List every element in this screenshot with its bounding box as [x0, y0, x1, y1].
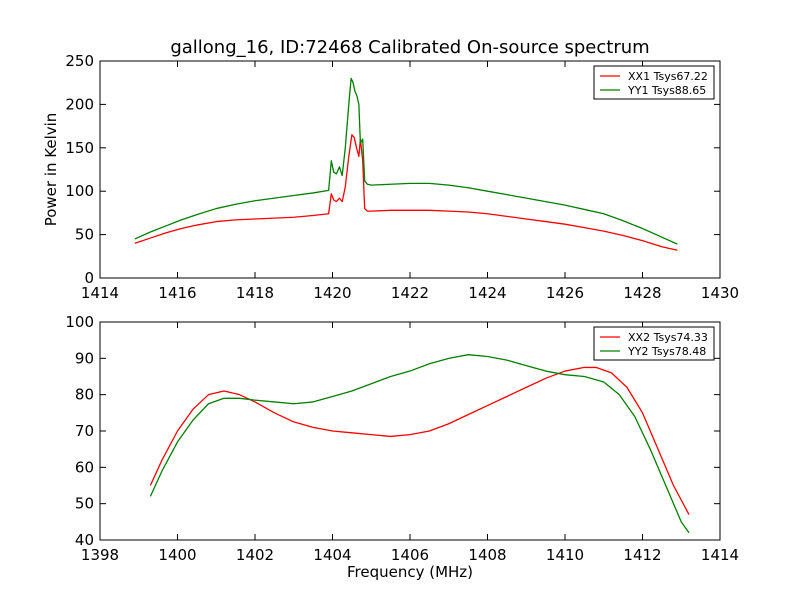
top-xtick-label: 1418: [236, 284, 274, 302]
bottom-xtick-label: 1414: [701, 546, 739, 564]
top-chart: 1414 1416 1418 1420 1422 1424 1426 1428 1430 0 50 1…: [42, 37, 739, 302]
bottom-ytick-label: 100: [65, 313, 94, 331]
bottom-xtick-label: 1400: [158, 546, 196, 564]
top-ytick-label: 150: [65, 139, 94, 157]
bottom-x-axis-label: Frequency (MHz): [347, 563, 473, 581]
bottom-chart: 1398 1400 1402 1404 1406 1408 1410 1412 1414 40 50…: [65, 313, 739, 581]
bottom-series-line-0: [149, 366, 690, 515]
top-ytick-label: 0: [84, 269, 94, 287]
bottom-legend-label: XX2 Tsys74.33: [628, 331, 708, 344]
top-series-line-1: [134, 77, 678, 245]
top-xtick-label: 1428: [623, 284, 661, 302]
top-ytick-label: 50: [75, 226, 94, 244]
bottom-xtick-label: 1402: [236, 546, 274, 564]
top-xtick-label: 1430: [701, 284, 739, 302]
top-ytick-label: 200: [65, 95, 94, 113]
bottom-xtick-label: 1408: [468, 546, 506, 564]
top-xtick-label: 1414: [81, 284, 119, 302]
top-y-axis-label: Power in Kelvin: [42, 113, 60, 227]
top-xtick-label: 1424: [468, 284, 506, 302]
top-ytick-label: 100: [65, 182, 94, 200]
bottom-xtick-label: 1404: [313, 546, 351, 564]
top-series-line-0: [134, 134, 678, 251]
top-legend-box: [593, 65, 715, 100]
top-xtick-label: 1426: [546, 284, 584, 302]
bottom-xtick-label: 1412: [623, 546, 661, 564]
top-ytick-label: 250: [65, 52, 94, 70]
top-xtick-label: 1422: [391, 284, 429, 302]
bottom-ytick-label: 70: [75, 422, 94, 440]
bottom-ytick-label: 40: [75, 531, 94, 549]
top-legend-label: XX1 Tsys67.22: [628, 70, 708, 83]
top-chart-title: gallong_16, ID:72468 Calibrated On-sourc…: [170, 37, 649, 58]
bottom-ytick-label: 90: [75, 349, 94, 367]
top-xtick-label: 1416: [158, 284, 196, 302]
bottom-xtick-label: 1406: [391, 546, 429, 564]
top-legend-label: YY1 Tsys88.65: [627, 84, 706, 97]
bottom-legend-label: YY2 Tsys78.48: [627, 345, 706, 358]
bottom-ytick-label: 60: [75, 458, 94, 476]
bottom-ytick-label: 50: [75, 495, 94, 513]
bottom-legend-box: [593, 326, 715, 361]
bottom-xtick-label: 1410: [546, 546, 584, 564]
top-xtick-label: 1420: [313, 284, 351, 302]
bottom-ytick-label: 80: [75, 386, 94, 404]
bottom-series-line-1: [149, 354, 690, 534]
bottom-xtick-label: 1398: [81, 546, 119, 564]
